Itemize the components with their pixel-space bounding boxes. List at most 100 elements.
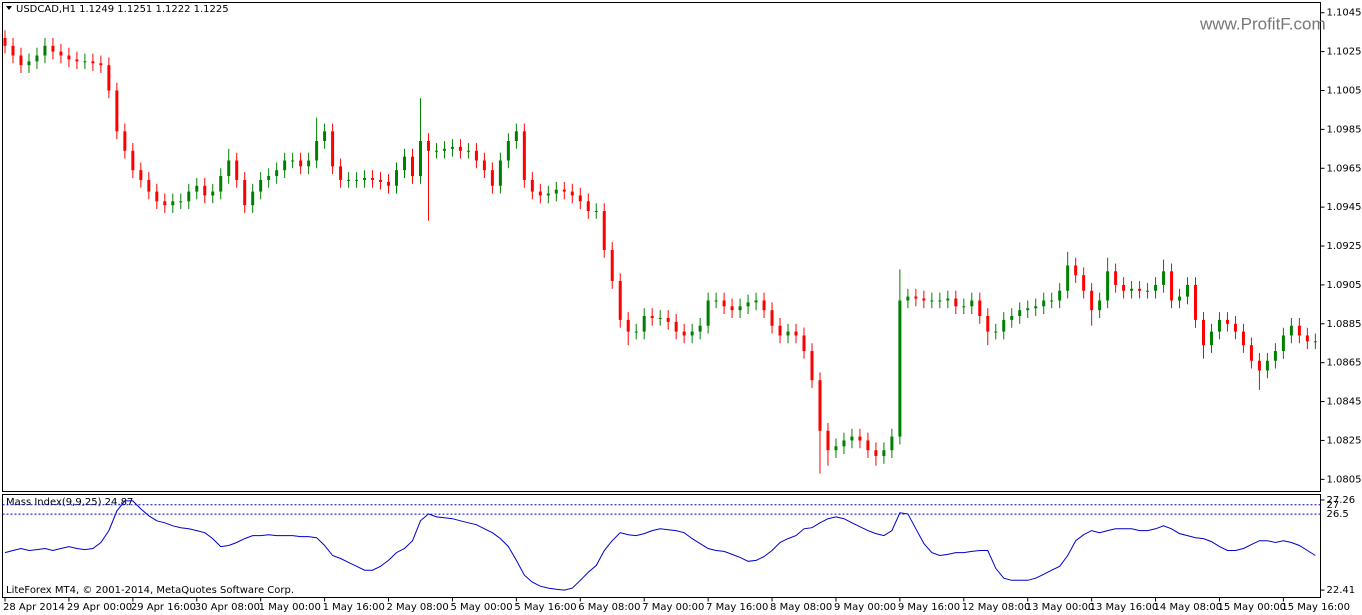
candle-body [195,185,199,192]
x-tick-label: 14 May 08:00 [1154,602,1223,613]
candle-body [1026,308,1030,311]
level-label: 26.5 [1327,509,1349,520]
candle-body [1162,271,1166,285]
candle-body [251,191,255,206]
candle-body [538,191,542,196]
candle-body [219,176,223,192]
candle-body [770,310,774,326]
candle-body [355,179,359,181]
candle-body [930,300,934,302]
x-tick-label: 7 May 00:00 [642,602,704,613]
indicator-title: Mass Index(9,9,25) 24.87 [6,497,133,508]
candle-body [275,170,279,177]
candle-body [1313,341,1317,343]
candle-body [1042,300,1046,307]
y-tick-label: 1.0845 [1327,397,1362,408]
candle-body [323,131,327,142]
x-tick-label: 30 Apr 08:00 [195,602,260,613]
candle-body [642,316,646,332]
candle-body [986,316,990,332]
footer: LiteForex MT4, © 2001-2014, MetaQuotes S… [6,585,294,596]
candle-body [410,156,414,177]
candle-body [1225,319,1229,324]
candle-body [874,450,878,457]
candle-body [842,440,846,447]
candle-body [970,300,974,307]
candle-body [403,156,406,171]
candle-body [450,146,454,149]
candle-body [139,170,143,180]
candle-body [1202,319,1205,346]
candle-body [666,317,670,322]
candle-body [1241,331,1245,346]
candle-body [562,189,566,192]
candle-body [1273,351,1277,361]
candle-body [426,141,430,151]
candle-body [482,160,486,171]
y-tick-label: 22.41 [1327,585,1356,596]
candle-body [131,150,135,171]
candle-body [1297,325,1301,336]
candle-body [1122,284,1126,291]
candle-body [347,179,351,181]
candle-body [315,141,319,161]
candle-body [570,191,574,196]
candle-body [578,195,582,202]
candle-body [379,179,383,182]
candle-body [307,160,311,167]
candle-body [1289,325,1293,336]
x-tick-label: 2 May 08:00 [387,602,449,613]
candle-body [506,141,510,161]
candle-body [163,201,167,206]
y-tick-label: 1.1005 [1327,85,1362,96]
candle-body [938,300,942,302]
candle-body [778,325,782,336]
candle-body [283,160,287,171]
candle-body [786,331,790,336]
chart-title: USDCAD,H1 1.1249 1.1251 1.1222 1.1225 [16,4,229,15]
candle-body [442,148,446,151]
candle-body [3,37,7,46]
y-tick-label: 1.0805 [1327,474,1362,485]
x-tick-label: 13 May 00:00 [1026,602,1095,613]
candle-body [890,436,894,451]
candle-body [594,211,598,213]
candle-body [522,131,526,180]
candle-body [754,300,758,303]
menu-arrow [6,6,12,10]
candle-body [1186,284,1190,297]
candle-body [1082,275,1086,291]
candle-body [706,300,710,326]
candle-body [291,160,295,162]
y-tick-label: 1.0985 [1327,124,1362,135]
candle-body [962,306,966,308]
y-tick-label: 1.0885 [1327,319,1362,330]
candle-body [634,331,638,333]
candle-body [155,191,159,202]
y-tick-label: 1.0965 [1327,163,1362,174]
level-label: 27 [1327,500,1340,511]
candle-body [1010,316,1014,320]
y-tick-label: 1.0945 [1327,202,1362,213]
candle-body [858,436,862,441]
indicator-panel [2,494,1321,598]
x-tick-label: 1 May 16:00 [323,602,385,613]
candle-body [123,131,127,151]
candle-body [371,177,375,180]
candle-body [75,59,79,62]
candle-body [1130,288,1134,291]
candle-body [67,55,71,60]
candle-body [1002,319,1006,332]
candle-body [690,331,694,336]
candle-body [954,298,958,307]
candle-body [1265,360,1269,371]
candle-body [602,211,606,250]
candle-body [946,298,950,301]
x-tick-label: 5 May 00:00 [450,602,512,613]
y-tick-label: 1.0825 [1327,435,1362,446]
x-tick-label: 29 Apr 16:00 [131,602,196,613]
candle-body [1209,331,1213,346]
candle-body [906,296,910,301]
candle-body [1114,271,1118,285]
candle-body [179,201,183,203]
